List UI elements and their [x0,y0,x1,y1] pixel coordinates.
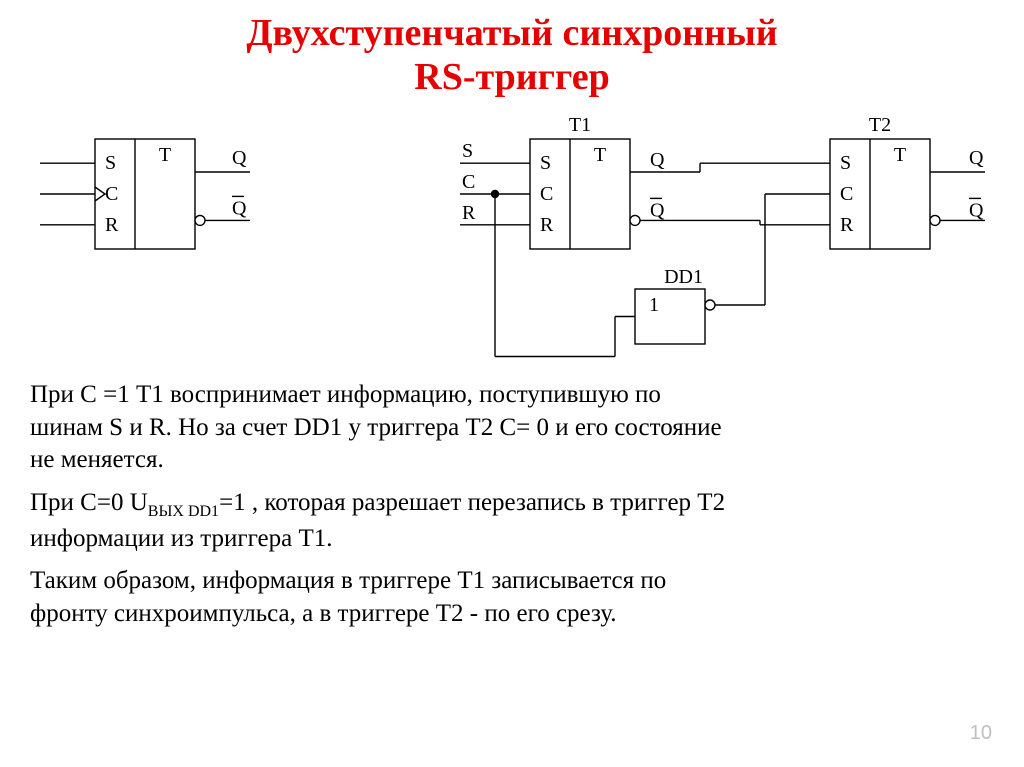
schematic-diagram: SCRTQQSCRTT1SCRTT2SCRQQ1DD1QQ [0,99,1024,379]
svg-text:1: 1 [649,294,659,316]
svg-text:Q: Q [969,147,984,169]
svg-text:C: C [462,171,475,193]
svg-text:R: R [540,214,554,236]
svg-text:S: S [540,153,551,175]
svg-text:Q: Q [650,149,665,171]
svg-text:R: R [840,214,854,236]
svg-text:Q: Q [232,147,247,169]
svg-text:Q: Q [232,198,247,220]
para3-line1: Таким образом, информация в триггере Т1 … [30,567,666,594]
page-number: 10 [970,722,992,745]
para2-suffix: =1 , которая разрешает перезапись в триг… [219,489,725,516]
para3-line2: фронту синхроимпульса, а в триггере Т2 -… [30,600,617,627]
svg-text:C: C [840,183,853,205]
svg-text:T: T [159,144,171,166]
svg-text:S: S [105,153,116,175]
svg-text:Q: Q [650,200,665,222]
svg-text:C: C [105,183,118,205]
svg-text:S: S [462,141,473,163]
para2-prefix: При С=0 U [30,489,148,516]
svg-text:R: R [462,202,476,224]
svg-text:C: C [540,183,553,205]
title-line-1: Двухступенчатый синхронный [246,12,777,54]
svg-text:T: T [594,144,606,166]
para1-line2: шинам S и R. Но за счет DD1 у триггера Т… [30,414,722,441]
title-line-2: RS-триггер [414,56,609,98]
para2-line2: информации из триггера Т1. [30,525,332,552]
svg-text:T2: T2 [869,114,891,136]
svg-text:DD1: DD1 [664,266,703,288]
svg-text:S: S [840,153,851,175]
para1-line3: не меняется. [30,446,164,473]
body-text: При С =1 Т1 воспринимает информацию, пос… [0,379,1024,630]
svg-text:T1: T1 [569,114,591,136]
svg-text:R: R [105,214,119,236]
svg-text:Q: Q [969,200,984,222]
svg-text:T: T [894,144,906,166]
para2-subscript: ВЫХ DD1 [148,503,219,520]
para1-line1: При С =1 Т1 воспринимает информацию, пос… [30,381,661,408]
slide-title: Двухступенчатый синхронный RS-триггер [0,0,1024,99]
